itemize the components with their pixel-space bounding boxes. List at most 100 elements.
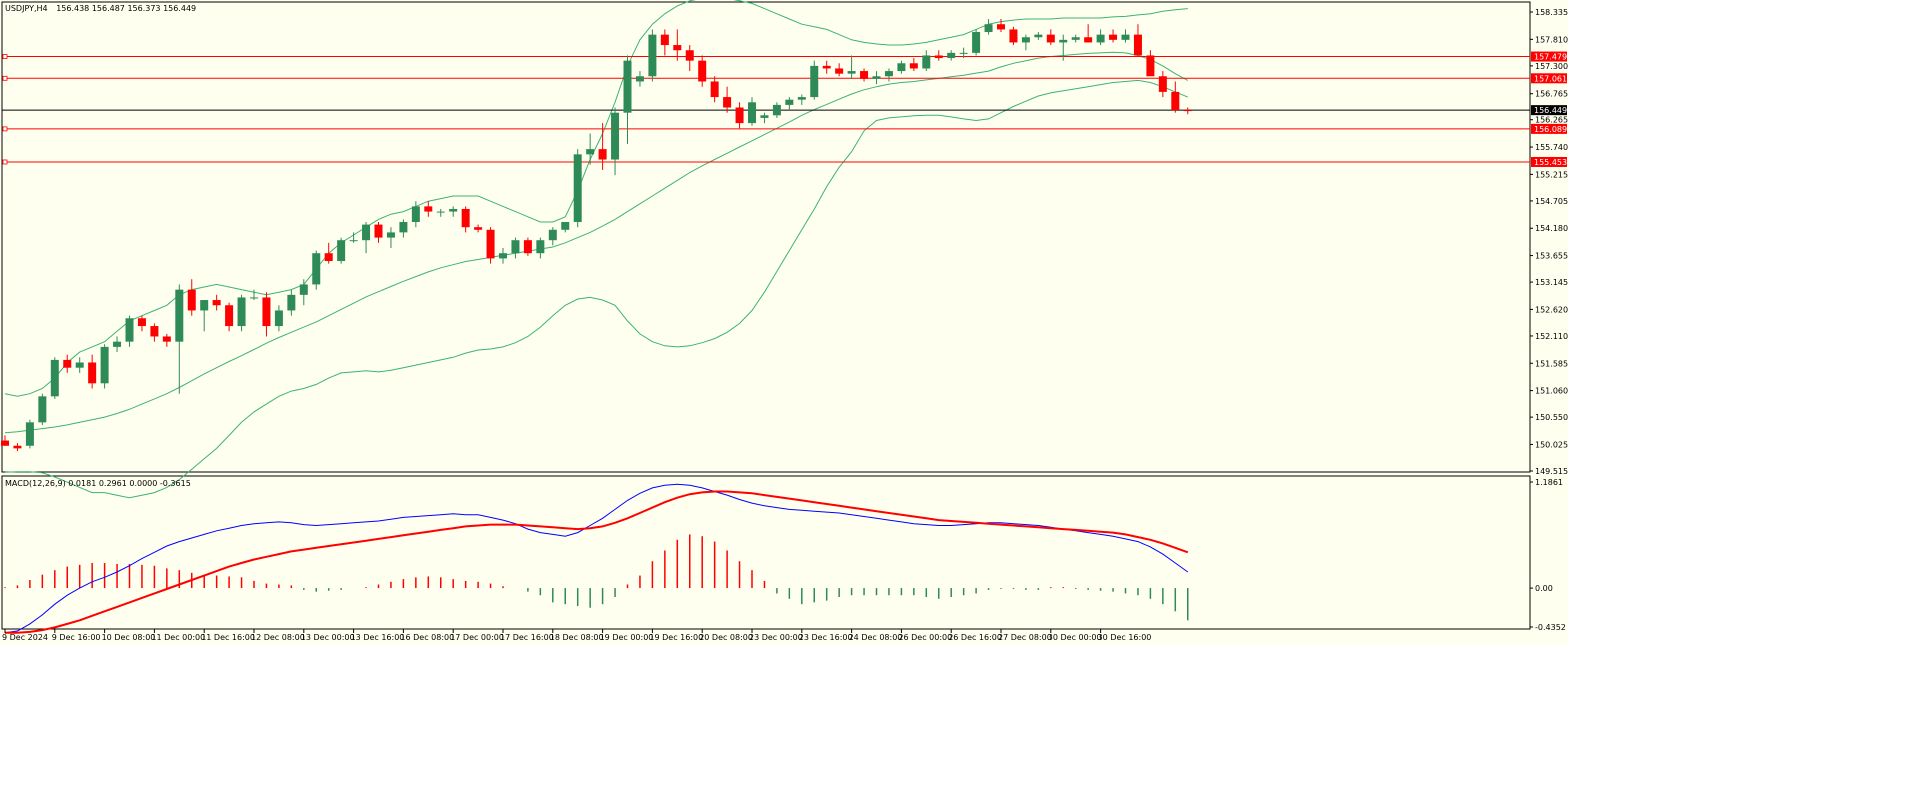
time-tick-label: 10 Dec 08:00 xyxy=(102,633,156,642)
price-panel-frame xyxy=(1,1,1531,473)
candle-body xyxy=(1046,34,1055,43)
candle xyxy=(287,289,296,316)
price-tick-label: 157.810 xyxy=(1535,35,1568,44)
candle xyxy=(685,45,694,72)
level-price-label: 156.089 xyxy=(1534,125,1567,134)
level-price-label: 157.061 xyxy=(1534,74,1567,83)
candle-body xyxy=(75,362,84,368)
level-anchor[interactable] xyxy=(2,126,8,132)
candle-body xyxy=(1183,110,1192,112)
candle xyxy=(25,419,34,449)
candle-body xyxy=(113,341,122,347)
candle-body xyxy=(374,224,383,238)
candle-body xyxy=(573,154,582,222)
time-tick-label: 17 Dec 16:00 xyxy=(500,633,554,642)
time-tick-label: 30 Dec 16:00 xyxy=(1098,633,1152,642)
candle xyxy=(959,47,968,59)
candle xyxy=(63,354,72,373)
candle-body xyxy=(337,240,346,262)
macd-header: MACD(12,26,9) 0.0181 0.2961 0.0000 -0.36… xyxy=(5,479,191,488)
chart-window: 157.479 157.061 156.089 155.453 156.449 158.3… xyxy=(0,0,1568,645)
time-tick-label: 13 Dec 00:00 xyxy=(301,633,355,642)
candle-body xyxy=(909,63,918,69)
time-tick-label: 19 Dec 16:00 xyxy=(649,633,703,642)
candle-body xyxy=(760,115,769,118)
candle xyxy=(38,393,47,425)
candle xyxy=(486,227,495,264)
candle-body xyxy=(847,71,856,74)
candle-body xyxy=(997,24,1005,30)
candle xyxy=(1009,26,1018,46)
candle xyxy=(137,315,146,332)
candle-body xyxy=(274,310,283,327)
candle xyxy=(934,50,943,61)
candle xyxy=(847,55,856,79)
level-price-tag xyxy=(1531,156,1567,167)
candle xyxy=(200,300,209,332)
price-tick-label: 153.145 xyxy=(1535,278,1568,287)
candle xyxy=(225,302,234,332)
time-tick-label: 30 Dec 00:00 xyxy=(1048,633,1102,642)
candle xyxy=(474,224,483,233)
candle xyxy=(760,112,769,124)
candle xyxy=(162,333,171,347)
candle-body xyxy=(748,102,756,124)
candle-body xyxy=(772,104,781,116)
bollinger-upper xyxy=(4,0,1188,397)
candle-body xyxy=(598,149,607,160)
candle xyxy=(1,435,9,446)
candle-body xyxy=(735,107,744,124)
candle xyxy=(673,29,682,61)
candle xyxy=(698,55,707,87)
time-tick-label: 13 Dec 16:00 xyxy=(351,633,405,642)
candle-body xyxy=(785,99,794,105)
candle-body xyxy=(1021,37,1030,43)
chart-canvas: 157.479 157.061 156.089 155.453 156.449 158.3… xyxy=(1,0,1568,642)
candle xyxy=(1146,50,1155,77)
candle xyxy=(88,354,97,389)
level-price-label: 155.453 xyxy=(1534,158,1567,167)
candle-body xyxy=(1171,91,1180,111)
candle-body xyxy=(922,55,931,69)
candle xyxy=(411,201,420,228)
candle-body xyxy=(13,445,22,449)
candle xyxy=(897,60,906,74)
candle xyxy=(237,294,246,332)
candle xyxy=(536,237,545,259)
bollinger-lower xyxy=(4,79,1188,499)
time-tick-label: 20 Dec 08:00 xyxy=(699,633,753,642)
candle xyxy=(972,29,981,56)
candle-body xyxy=(984,24,993,33)
candle-body xyxy=(362,224,371,241)
candle-body xyxy=(399,221,408,233)
candle-body xyxy=(25,422,34,446)
candle xyxy=(810,60,819,100)
candle xyxy=(386,227,395,249)
horizontal-levels xyxy=(2,54,1530,165)
candle xyxy=(872,71,881,85)
candle xyxy=(125,315,134,347)
candle-body xyxy=(685,50,694,61)
level-anchor[interactable] xyxy=(2,54,8,59)
candle-body xyxy=(63,359,72,368)
candle-body xyxy=(635,76,644,82)
candle-body xyxy=(1121,34,1130,40)
price-tick-label: 151.585 xyxy=(1535,359,1568,368)
candle xyxy=(1084,24,1093,43)
candle-body xyxy=(38,396,47,423)
candle-body xyxy=(660,34,669,46)
candle xyxy=(648,29,657,82)
candle-body xyxy=(88,362,97,384)
level-anchor[interactable] xyxy=(2,159,8,165)
candle-body xyxy=(299,284,308,295)
price-tick-label: 152.110 xyxy=(1535,332,1568,341)
candle xyxy=(1171,81,1180,113)
bollinger-bands xyxy=(4,0,1189,499)
candle-body xyxy=(474,227,483,230)
level-anchor[interactable] xyxy=(2,75,8,81)
macd-indicator xyxy=(4,483,1189,634)
candle xyxy=(884,68,893,82)
candle-body xyxy=(324,253,333,262)
candle xyxy=(1034,32,1043,40)
macd-axis: 1.1861 0.00 -0.4352 xyxy=(1530,478,1566,632)
